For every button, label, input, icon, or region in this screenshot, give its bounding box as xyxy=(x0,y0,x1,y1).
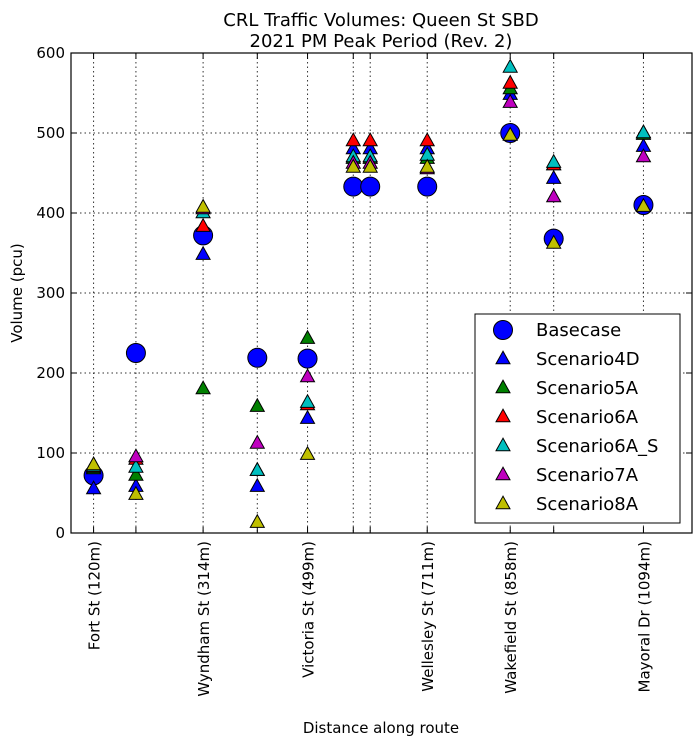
data-point xyxy=(247,347,268,368)
data-point xyxy=(635,124,652,139)
x-tick-label: Wakefield St (858m) xyxy=(502,541,520,694)
legend-label: Scenario6A_S xyxy=(536,436,658,457)
data-point xyxy=(343,176,364,197)
legend-label: Scenario8A xyxy=(536,494,639,515)
legend-marker xyxy=(493,320,513,340)
data-markers xyxy=(83,58,654,528)
legend: Basecase Scenario4D Scenario5A Scenario6A Sc… xyxy=(474,313,681,524)
data-point xyxy=(249,461,266,476)
data-point xyxy=(128,458,144,473)
y-tick-label: 200 xyxy=(36,364,65,382)
y-tick-label: 600 xyxy=(36,44,65,62)
chart-title-line-2: 2021 PM Peak Period (Rev. 2) xyxy=(250,31,513,52)
legend-label: Scenario6A xyxy=(536,407,639,428)
legend-label: Basecase xyxy=(536,320,621,341)
data-point xyxy=(299,445,316,460)
data-point xyxy=(249,477,266,492)
series-scenario8a xyxy=(85,126,652,528)
data-point xyxy=(417,176,438,197)
y-tick-label: 300 xyxy=(36,284,65,302)
y-axis-label: Volume (pcu) xyxy=(8,243,26,343)
data-point xyxy=(502,58,519,73)
data-point xyxy=(249,513,266,528)
legend-marker xyxy=(495,350,511,365)
y-tick-label: 500 xyxy=(36,124,65,142)
data-point xyxy=(299,329,316,344)
data-point xyxy=(85,480,102,495)
legend-label: Scenario4D xyxy=(536,349,640,370)
legend-marker xyxy=(495,379,511,394)
data-point xyxy=(502,93,519,108)
data-point xyxy=(299,393,316,408)
data-point xyxy=(635,148,652,163)
y-tick-label: 400 xyxy=(36,204,65,222)
data-point xyxy=(362,158,379,173)
data-point xyxy=(128,448,144,463)
data-point xyxy=(195,245,211,260)
legend-marker xyxy=(495,408,511,423)
legend-box xyxy=(474,313,681,524)
x-axis-ticks: Fort St (120m) Wyndham St (314m) Victoria … xyxy=(86,53,653,697)
data-point xyxy=(635,197,652,212)
x-axis-label: Distance along route xyxy=(303,719,459,737)
data-point xyxy=(545,169,562,184)
data-point xyxy=(502,74,519,89)
data-point xyxy=(195,198,211,213)
y-axis-ticks: 0 100 200 300 400 500 600 xyxy=(36,44,692,542)
chart-title-line-1: CRL Traffic Volumes: Queen St SBD xyxy=(223,10,538,31)
data-point xyxy=(195,380,211,395)
data-point xyxy=(419,158,436,173)
data-point xyxy=(419,132,436,147)
y-tick-label: 100 xyxy=(36,444,65,462)
data-point xyxy=(545,188,562,203)
legend-label: Scenario5A xyxy=(536,378,639,399)
data-point xyxy=(345,132,362,147)
data-point xyxy=(249,434,266,449)
data-point xyxy=(128,466,144,481)
data-point xyxy=(85,456,102,471)
data-point xyxy=(502,126,519,141)
legend-marker xyxy=(495,437,511,452)
data-point xyxy=(345,158,362,173)
data-point xyxy=(128,485,144,500)
data-point xyxy=(299,368,316,383)
x-tick-label: Wellesley St (711m) xyxy=(419,541,437,692)
x-tick-label: Victoria St (499m) xyxy=(300,541,318,678)
x-tick-label: Wyndham St (314m) xyxy=(195,541,213,697)
x-tick-label: Fort St (120m) xyxy=(86,541,104,650)
data-point xyxy=(299,409,316,424)
x-tick-label: Mayoral Dr (1094m) xyxy=(635,541,653,692)
legend-label: Scenario7A xyxy=(536,465,639,486)
data-point xyxy=(545,153,562,168)
data-point xyxy=(297,348,318,369)
data-point xyxy=(545,234,562,249)
legend-marker xyxy=(495,495,511,510)
series-scenario4d xyxy=(85,85,652,495)
y-tick-label: 0 xyxy=(55,524,65,542)
data-point xyxy=(362,132,379,147)
data-point xyxy=(360,176,381,197)
data-point xyxy=(195,217,211,232)
data-point xyxy=(249,397,266,412)
data-point xyxy=(125,343,146,363)
legend-marker xyxy=(495,466,511,481)
